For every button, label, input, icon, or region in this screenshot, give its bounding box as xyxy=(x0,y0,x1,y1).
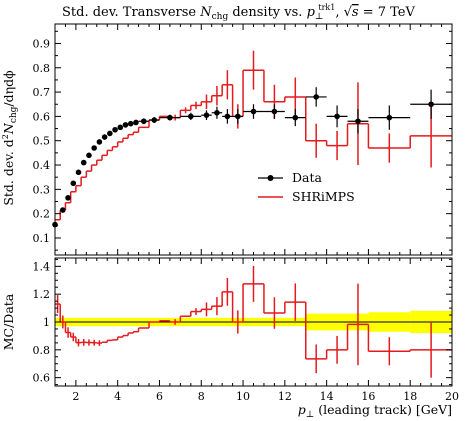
ratio-y-axis: 0.6 0.8 1 1.2 1.4 xyxy=(33,258,452,386)
y-axis-label: Std. dev. d2Nchg/dηdϕ xyxy=(1,70,19,206)
data-point xyxy=(75,169,82,176)
main-y-tick-label: 0.4 xyxy=(33,159,51,172)
data-point xyxy=(107,130,113,137)
mc-histogram xyxy=(55,50,452,221)
data-point xyxy=(60,207,66,213)
legend-entry-data: Data xyxy=(258,170,322,185)
data-point xyxy=(292,114,299,121)
main-y-tick-label: 0.1 xyxy=(33,232,51,245)
data-point xyxy=(235,113,241,120)
x-tick-label: 18 xyxy=(403,390,417,403)
main-y-tick-label: 0.8 xyxy=(33,62,51,75)
data-point xyxy=(80,159,87,166)
x-tick-label: 8 xyxy=(198,390,205,403)
main-y-tick-label: 0.3 xyxy=(33,183,51,196)
data-point xyxy=(141,118,147,125)
ratio-y-tick-label: 1.4 xyxy=(33,260,51,273)
x-tick-label: 6 xyxy=(156,390,163,403)
data-point xyxy=(203,112,210,118)
data-point xyxy=(188,113,194,120)
data-point xyxy=(112,126,118,133)
x-tick-label: 2 xyxy=(72,390,79,403)
data-points xyxy=(52,87,452,228)
main-x-axis-ticks xyxy=(54,24,453,255)
x-tick-label: 14 xyxy=(320,390,334,403)
main-y-axis: 0.1 0.2 0.3 0.4 0.5 0.6 0.7 0.8 0.9 xyxy=(33,30,452,251)
chart-title: Std. dev. Transverse Nchg density vs. p⊥… xyxy=(62,3,415,22)
x-axis-label: p⊥ (leading track) [GeV] xyxy=(298,402,452,420)
x-tick-label: 16 xyxy=(361,390,375,403)
ratio-y-tick-label: 0.8 xyxy=(33,344,51,357)
data-point xyxy=(386,114,393,121)
data-point xyxy=(271,108,278,115)
main-y-tick-label: 0.5 xyxy=(33,135,51,148)
data-point xyxy=(65,195,71,201)
main-panel: 0.1 0.2 0.3 0.4 0.5 0.6 0.7 0.8 0.9 xyxy=(33,23,453,256)
data-point xyxy=(167,114,173,121)
legend-entry-shrimps: SHRiMPS xyxy=(258,189,355,204)
x-tick-label: 20 xyxy=(445,390,459,403)
legend-mc-label: SHRiMPS xyxy=(292,189,355,204)
data-point xyxy=(127,120,134,127)
data-point xyxy=(334,113,340,120)
main-y-tick-label: 0.2 xyxy=(33,208,51,221)
data-point xyxy=(313,94,319,100)
legend: Data SHRiMPS xyxy=(258,170,355,204)
legend-data-label: Data xyxy=(292,170,322,185)
x-tick-label: 12 xyxy=(278,390,292,403)
data-point xyxy=(122,122,129,128)
main-y-tick-label: 0.9 xyxy=(33,37,51,50)
main-y-tick-label: 0.6 xyxy=(33,110,51,123)
data-point xyxy=(250,108,257,115)
data-point xyxy=(214,109,220,116)
data-point xyxy=(96,139,103,145)
data-point xyxy=(86,152,92,159)
data-point xyxy=(101,134,108,140)
data-point xyxy=(428,101,434,108)
x-tick-label: 10 xyxy=(236,390,250,403)
ratio-mc-histogram xyxy=(55,265,452,378)
ratio-y-tick-label: 1.2 xyxy=(33,288,51,301)
data-point xyxy=(224,113,231,120)
legend-data-marker xyxy=(267,175,274,181)
ratio-y-tick-label: 0.6 xyxy=(33,372,51,385)
ratio-panel: 0.6 0.8 1 1.2 1.4 2 4 6 8 10 12 14 16 18 20 xyxy=(33,257,459,403)
main-y-tick-label: 0.7 xyxy=(33,86,51,99)
data-point xyxy=(117,124,124,131)
ratio-y-tick-label: 1 xyxy=(43,316,50,329)
data-point xyxy=(151,117,158,123)
data-point xyxy=(355,118,361,125)
x-tick-label: 4 xyxy=(114,390,121,403)
x-axis: 2 4 6 8 10 12 14 16 18 20 xyxy=(54,258,459,403)
data-point xyxy=(91,145,97,151)
data-point xyxy=(70,180,77,187)
ratio-y-axis-label: MC/Data xyxy=(1,293,16,350)
data-point xyxy=(133,119,139,126)
